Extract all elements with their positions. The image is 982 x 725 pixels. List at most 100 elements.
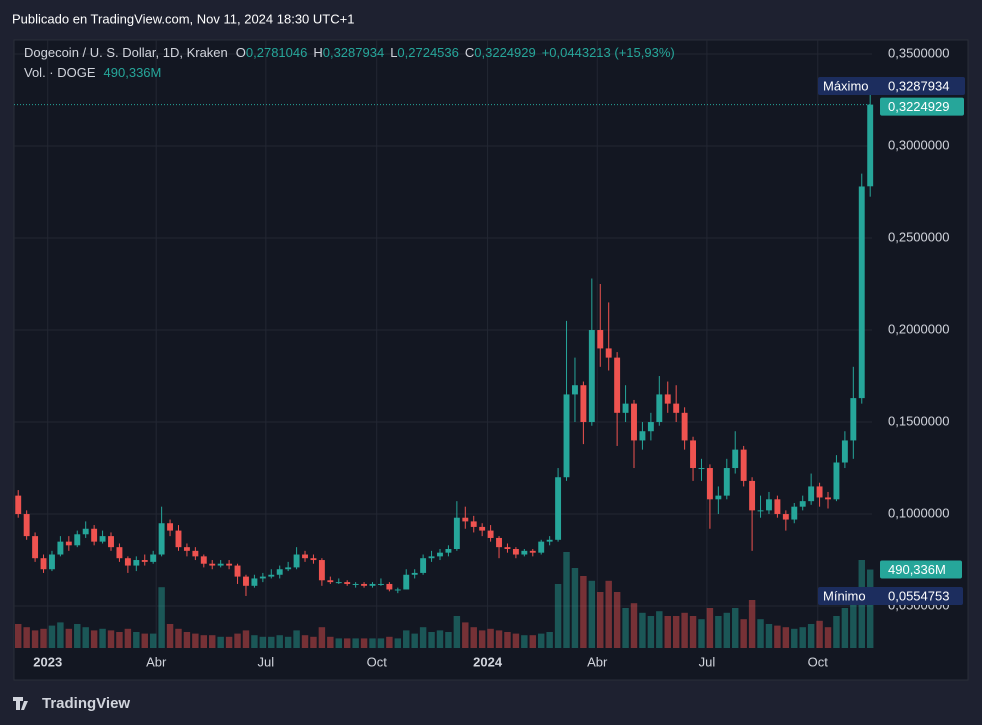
logo-icon [13, 697, 28, 710]
candle-body [850, 398, 857, 441]
x-tick-label: 2023 [33, 654, 62, 669]
volume-bar [133, 632, 140, 648]
candle-body [116, 547, 123, 559]
volume-bar [369, 638, 376, 648]
ohlc-key: H [313, 45, 322, 60]
volume-bar [293, 630, 300, 648]
candle-body [706, 468, 713, 500]
volume-bar [403, 630, 410, 648]
volume-bar [284, 636, 292, 648]
x-tick-label: Oct [367, 654, 388, 669]
candle-body [858, 186, 865, 399]
candle-body [217, 563, 224, 566]
volume-bar [554, 584, 562, 648]
candle-body [631, 403, 637, 441]
low-badge-value: 0,0554753 [888, 588, 949, 603]
legend-title: Dogecoin / U. S. Dollar, 1D, Kraken [24, 45, 228, 60]
candle-body [529, 550, 536, 553]
publisher: Publicado en TradingView.com, Nov 11, 20… [12, 11, 354, 26]
volume-bar [268, 636, 275, 648]
x-tick-label: Jul [699, 654, 716, 669]
candle-body [825, 497, 831, 500]
volume-bar [192, 633, 199, 648]
candle-body [512, 548, 519, 555]
volume-bar [748, 600, 756, 648]
ohlc-value: 0,3287934 [323, 45, 384, 60]
low-badge-name: Mínimo [823, 588, 866, 603]
volume-bar [698, 619, 705, 648]
candle-body [605, 348, 612, 358]
candle-body [766, 499, 772, 511]
y-tick-label: 0,3000000 [888, 137, 949, 152]
candle-body [403, 574, 410, 590]
volume-bar [65, 628, 73, 648]
volume-bar [850, 592, 857, 648]
candle-body [369, 583, 376, 586]
candle-body [749, 480, 756, 511]
candle-body [293, 554, 300, 568]
volume-bar [672, 616, 680, 648]
volume-bar [158, 587, 165, 648]
volume-bar [791, 628, 798, 648]
candle-body [428, 556, 435, 559]
candle-body [259, 576, 266, 579]
volume-bar [251, 635, 258, 648]
y-tick-label: 0,3500000 [888, 45, 949, 60]
volume-bar [74, 624, 81, 648]
volume-bar [563, 552, 570, 648]
candle-body [302, 554, 308, 559]
volume-bar [462, 622, 469, 648]
candle-body [563, 394, 570, 478]
volume-bar [681, 612, 688, 648]
candle-body [276, 569, 283, 575]
volume-bar [310, 636, 317, 648]
candle-body [445, 548, 452, 553]
candle-body [234, 565, 241, 577]
candle-body [647, 422, 654, 432]
ohlc-key: C [465, 45, 474, 60]
volume-bar [689, 616, 697, 648]
x-tick-label: Abr [587, 654, 608, 669]
candle-body [504, 547, 511, 549]
candle-body [175, 530, 182, 548]
volume-bar [664, 616, 671, 648]
volume-bar [841, 608, 849, 648]
volume-bar [428, 632, 435, 648]
legend: Dogecoin / U. S. Dollar, 1D, Kraken O0,27… [24, 45, 675, 60]
volume-bar [656, 611, 663, 648]
candle-body [327, 580, 334, 583]
volume-bar [630, 603, 638, 648]
x-tick-label: Oct [808, 654, 829, 669]
candle-body [690, 440, 697, 469]
candle-body [57, 541, 64, 555]
volume-bar [116, 632, 123, 648]
candle-body [361, 583, 368, 586]
volume-bar [774, 625, 781, 648]
volume-bar [15, 624, 22, 648]
volume-bar [723, 612, 731, 648]
x-tick-label: Jul [258, 654, 275, 669]
volume-bar [166, 624, 174, 648]
volume-bar [242, 630, 250, 648]
volume-bar [816, 620, 823, 648]
candle-body [580, 385, 587, 423]
candle-body [200, 556, 207, 564]
volume-bar [31, 630, 39, 648]
candle-body [394, 589, 401, 591]
volume-bar [175, 628, 182, 648]
volume-bar [571, 568, 579, 648]
candle-body [411, 572, 418, 575]
volume-bar [419, 627, 427, 648]
volume-bar [639, 612, 646, 648]
volume-bar [90, 630, 98, 648]
candle-body [740, 449, 747, 481]
candle-body [133, 560, 140, 566]
volume-title: Vol. · DOGE [24, 65, 96, 80]
candle-body [546, 539, 553, 542]
candle-body [614, 357, 621, 413]
volume-bar [537, 633, 545, 648]
volume-bar [352, 638, 359, 648]
candle-body [192, 550, 199, 557]
candle-body [791, 506, 798, 520]
volume-bar [276, 635, 283, 648]
